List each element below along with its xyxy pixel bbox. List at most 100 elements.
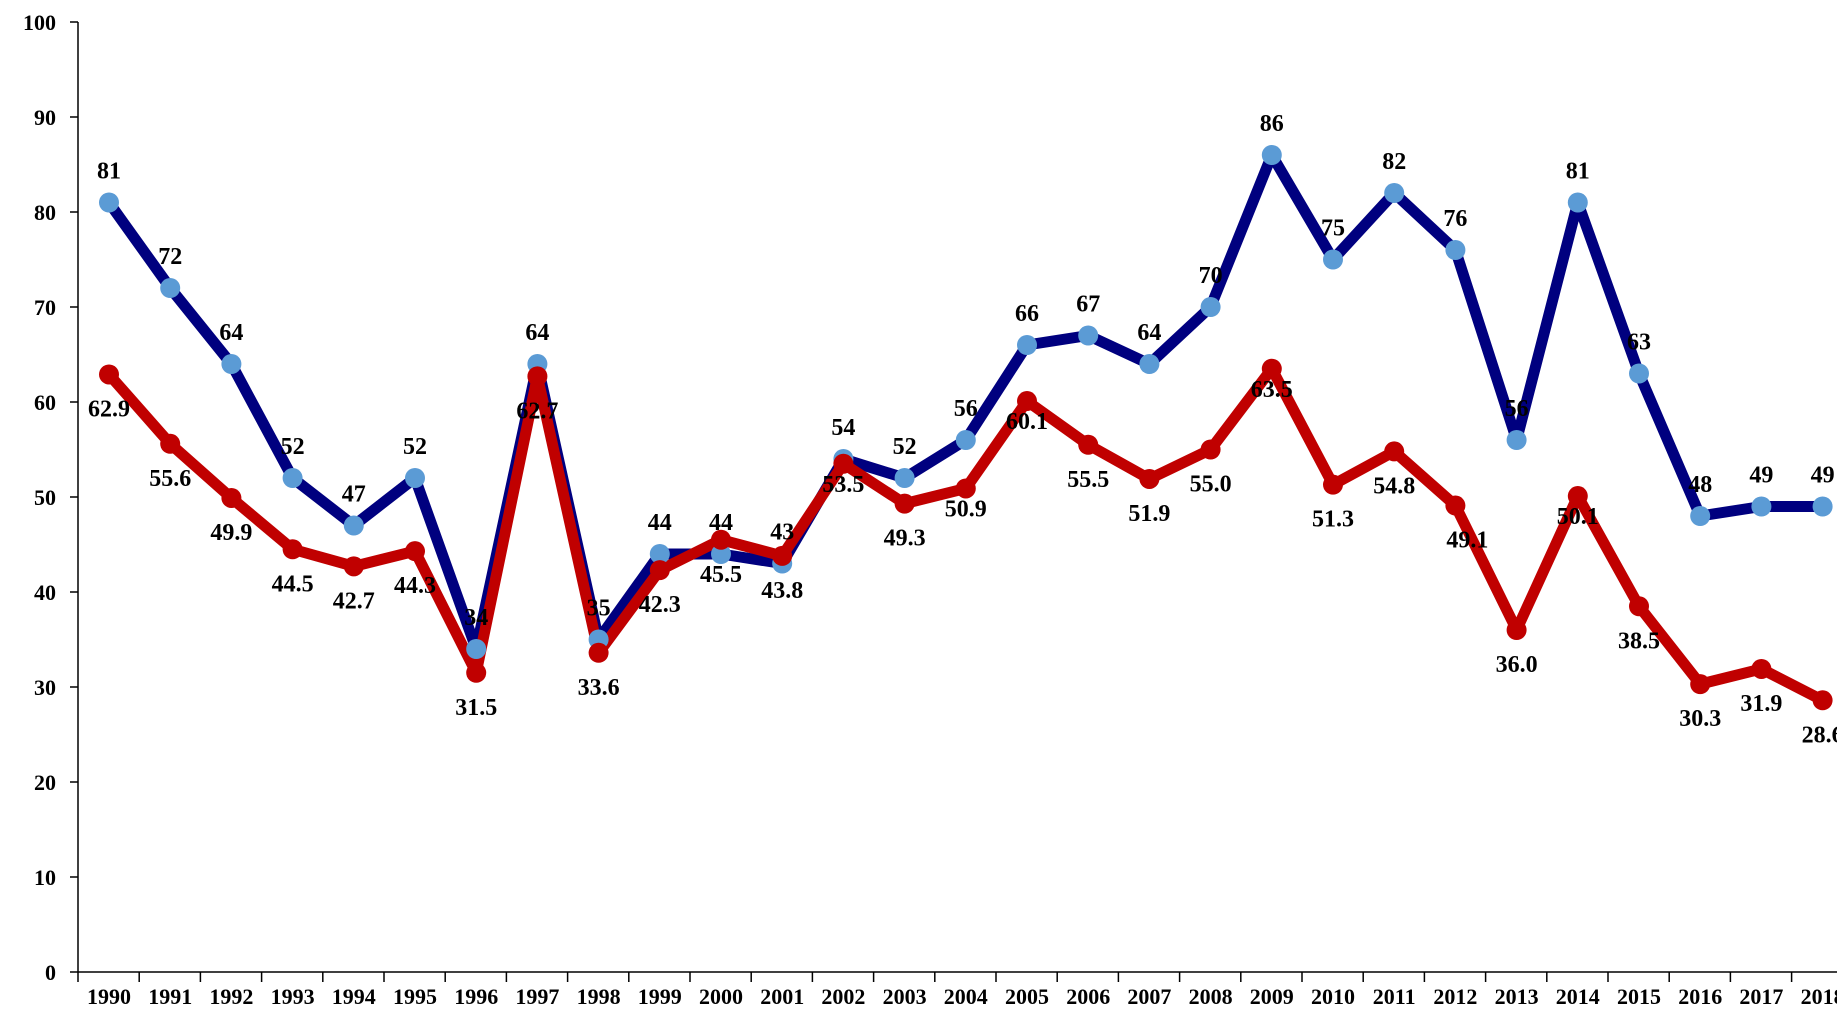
series-1-point — [1751, 496, 1772, 517]
x-tick-label: 1993 — [271, 984, 315, 1009]
series-2-data-label: 55.6 — [149, 466, 191, 492]
y-tick-label: 70 — [34, 295, 56, 320]
series-2-point — [527, 366, 548, 387]
x-tick-label: 1995 — [393, 984, 437, 1009]
series-1-data-label: 52 — [403, 434, 427, 460]
x-tick-label: 2015 — [1617, 984, 1661, 1009]
series-2-data-label: 38.5 — [1618, 628, 1660, 654]
x-tick-label: 2016 — [1678, 984, 1722, 1009]
x-tick-label: 2001 — [760, 984, 804, 1009]
x-tick-label: 1996 — [454, 984, 498, 1009]
series-1-data-label: 43 — [770, 520, 794, 546]
series-2-point — [1690, 674, 1711, 695]
series-1-point — [649, 544, 670, 564]
series-2-point — [711, 529, 731, 550]
series-2-point — [1261, 358, 1282, 379]
series-1-data-label: 64 — [1137, 320, 1161, 346]
series-2-data-label: 43.8 — [761, 578, 803, 604]
series-2-point — [1200, 439, 1221, 460]
series-1-data-label: 49 — [1811, 463, 1835, 489]
series-2-point — [894, 493, 915, 514]
series-1-data-label: 67 — [1076, 292, 1100, 318]
x-tick-label: 1990 — [87, 984, 131, 1009]
y-tick-label: 100 — [23, 10, 56, 35]
series-2-point — [1445, 495, 1466, 516]
series-1-data-label: 81 — [97, 159, 121, 185]
series-2-data-label: 30.3 — [1679, 706, 1721, 732]
series-1-point — [711, 544, 731, 564]
series-2-point — [1139, 468, 1160, 489]
x-tick-label: 2011 — [1373, 984, 1416, 1009]
series-2-data-label: 45.5 — [700, 562, 742, 588]
series-1-data-label: 64 — [525, 320, 549, 346]
series-1-point — [894, 468, 915, 488]
y-tick-label: 20 — [34, 770, 56, 795]
series-2-data-label: 44.5 — [272, 571, 314, 597]
x-tick-label: 2005 — [1005, 984, 1049, 1009]
series-2-point — [1078, 434, 1099, 455]
series-1-point — [1629, 363, 1649, 384]
series-2-point — [1506, 620, 1527, 640]
series-2-data-label: 55.5 — [1067, 467, 1109, 493]
series-2-data-label: 60.1 — [1006, 409, 1048, 435]
series-1-point — [1200, 297, 1221, 317]
series-2-point — [405, 541, 425, 562]
series-2-data-label: 44.3 — [394, 573, 436, 599]
series-1-data-label: 82 — [1382, 149, 1406, 175]
series-2-data-label: 50.9 — [945, 496, 987, 522]
series-2-data-label: 62.9 — [88, 396, 130, 422]
series-2-data-label: 55.0 — [1190, 472, 1232, 498]
series-2-point — [1384, 441, 1405, 462]
y-tick-label: 80 — [34, 200, 56, 225]
series-1-data-label: 56 — [954, 396, 978, 422]
series-1-point — [1567, 192, 1588, 213]
series-1-point — [1323, 249, 1343, 270]
series-2-data-label: 62.7 — [516, 398, 558, 424]
x-tick-label: 1994 — [332, 984, 376, 1009]
series-1-point — [343, 515, 364, 536]
series-1-data-label: 81 — [1566, 159, 1590, 185]
series-1-point — [955, 430, 976, 450]
series-2-data-label: 33.6 — [578, 675, 620, 701]
series-2-point — [649, 560, 670, 581]
series-2-data-label: 63.5 — [1251, 377, 1293, 403]
x-tick-label: 2009 — [1250, 984, 1294, 1009]
series-2-data-label: 49.3 — [884, 526, 926, 552]
series-2-data-label: 51.9 — [1128, 501, 1170, 527]
x-tick-label: 2007 — [1127, 984, 1171, 1009]
series-2-point — [466, 662, 487, 683]
x-tick-label: 1997 — [515, 984, 559, 1009]
series-1-point — [160, 278, 181, 298]
data-labels: 81 72 64 52 47 52 34 64 35 44 44 43 54 52 56 66 67 64 70 86… — [88, 111, 1837, 748]
x-tick-label: 2002 — [821, 984, 865, 1009]
series-1-point — [1261, 145, 1282, 165]
series-2-point — [833, 453, 854, 474]
series-2-point — [1017, 391, 1037, 412]
series-1-point — [466, 639, 487, 659]
series-2-point — [588, 642, 609, 663]
series-2-data-label: 36.0 — [1496, 652, 1538, 678]
series-2-data-label: 42.7 — [333, 588, 375, 614]
series-1-data-label: 76 — [1443, 206, 1467, 232]
series-2-point — [1629, 596, 1649, 617]
series-2-point — [1323, 474, 1343, 495]
series-1-data-label: 64 — [219, 320, 243, 346]
x-tick-label: 2008 — [1189, 984, 1233, 1009]
series-1-data-label: 52 — [893, 434, 917, 460]
series-2-data-label: 31.5 — [455, 695, 497, 721]
x-tick-label: 2014 — [1556, 984, 1600, 1009]
series-1-point — [1812, 496, 1833, 517]
series-2-data-label: 49.9 — [210, 520, 252, 546]
series-2-point — [1751, 658, 1772, 679]
series-1-point — [1078, 325, 1099, 346]
series-2-data-label: 53.5 — [822, 472, 864, 498]
y-tick-label: 90 — [34, 105, 56, 130]
series-1-point — [1506, 430, 1527, 450]
series-1-data-label: 63 — [1627, 330, 1651, 356]
series-2-data-label: 28.6 — [1802, 722, 1837, 748]
x-tick-label: 2012 — [1433, 984, 1477, 1009]
series-1-data-label: 44 — [648, 510, 672, 536]
series-markers — [99, 145, 1833, 711]
y-tick-label: 60 — [34, 390, 56, 415]
